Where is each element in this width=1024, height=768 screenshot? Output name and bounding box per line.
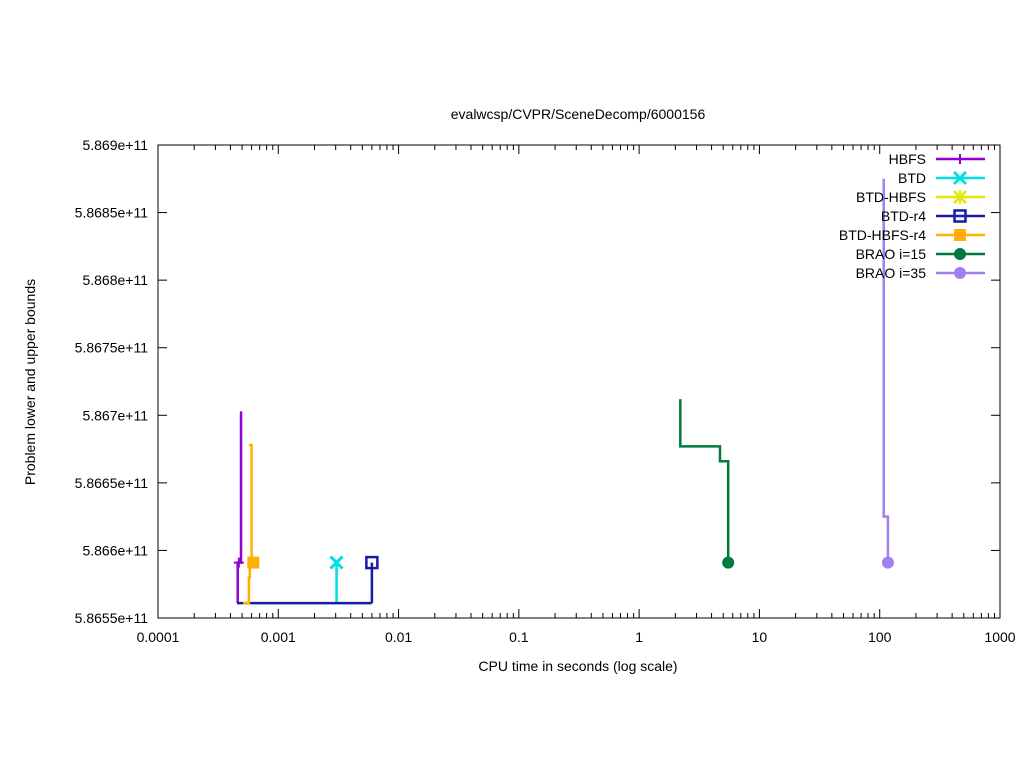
axes — [157, 144, 1001, 619]
data-marker — [722, 556, 735, 569]
x-tick-label: 100 — [868, 629, 892, 645]
legend-item: BTD-HBFS — [856, 189, 985, 205]
legend-label: BTD — [898, 170, 926, 186]
series-btd-r4 — [237, 555, 379, 605]
series-line-upper — [243, 443, 253, 605]
x-tick-label: 10 — [752, 629, 768, 645]
legend-item: BTD-HBFS-r4 — [839, 227, 985, 243]
x-tick-label: 0.1 — [509, 629, 529, 645]
y-tick-label: 5.8675e+11 — [75, 340, 149, 356]
y-tick-label: 5.869e+11 — [82, 137, 148, 153]
legend-label: BRAO i=15 — [856, 246, 927, 262]
legend-item: BRAO i=15 — [856, 246, 985, 262]
legend-label: BTD-HBFS-r4 — [839, 227, 926, 243]
data-marker — [954, 267, 966, 279]
legend-item: BTD-r4 — [881, 208, 985, 224]
data-marker — [953, 190, 967, 204]
plot-border — [157, 144, 1001, 619]
y-tick-label: 5.866e+11 — [82, 542, 148, 558]
x-tick-label: 0.0001 — [137, 629, 180, 645]
x-axis-ticks: 0.0001 0.001 0.01 0.1 1 10 100 1000 — [137, 145, 1016, 645]
y-axis-label: Problem lower and upper bounds — [22, 279, 38, 485]
data-marker — [247, 556, 260, 569]
legend-label: HBFS — [889, 151, 926, 167]
data-marker — [952, 170, 968, 186]
series-brao-i-15 — [679, 399, 735, 569]
y-tick-label: 5.867e+11 — [82, 407, 148, 423]
series-btd-hbfs-r4 — [243, 443, 260, 605]
series-layer — [233, 178, 894, 605]
y-tick-label: 5.8685e+11 — [75, 205, 149, 221]
y-tick-label: 5.8655e+11 — [75, 610, 149, 626]
legend-label: BRAO i=35 — [856, 265, 927, 281]
y-tick-label: 5.8665e+11 — [75, 475, 149, 491]
x-tick-label: 1000 — [984, 629, 1015, 645]
x-tick-label: 0.001 — [261, 629, 296, 645]
data-marker — [954, 248, 966, 260]
series-brao-i-35 — [881, 178, 894, 569]
data-marker — [365, 555, 379, 570]
y-axis-ticks: 5.8655e+11 5.866e+11 5.8665e+11 5.867e+11 5.… — [75, 137, 1000, 626]
legend-item: BRAO i=35 — [856, 265, 985, 281]
legend: HBFS BTD BTD-HBFS BTD-r4 BTD-HBFS-r4 BRAO i=1… — [839, 151, 985, 281]
series-btd — [329, 555, 344, 604]
legend-item: HBFS — [889, 151, 985, 167]
chart-title: evalwcsp/CVPR/SceneDecomp/6000156 — [451, 106, 706, 122]
data-marker — [953, 209, 967, 223]
x-tick-label: 0.01 — [385, 629, 412, 645]
series-hbfs — [233, 411, 244, 604]
x-axis-label: CPU time in seconds (log scale) — [478, 658, 677, 674]
data-marker — [881, 556, 894, 569]
legend-item: BTD — [898, 170, 985, 186]
series-line-upper — [236, 411, 243, 604]
data-marker — [329, 555, 344, 570]
y-tick-label: 5.868e+11 — [82, 272, 148, 288]
legend-label: BTD-HBFS — [856, 189, 926, 205]
data-marker — [233, 557, 244, 568]
legend-label: BTD-r4 — [881, 208, 926, 224]
data-marker — [955, 154, 965, 164]
series-line-upper — [679, 399, 730, 563]
series-line-upper — [882, 178, 890, 563]
data-marker — [954, 229, 966, 241]
x-tick-label: 1 — [635, 629, 643, 645]
